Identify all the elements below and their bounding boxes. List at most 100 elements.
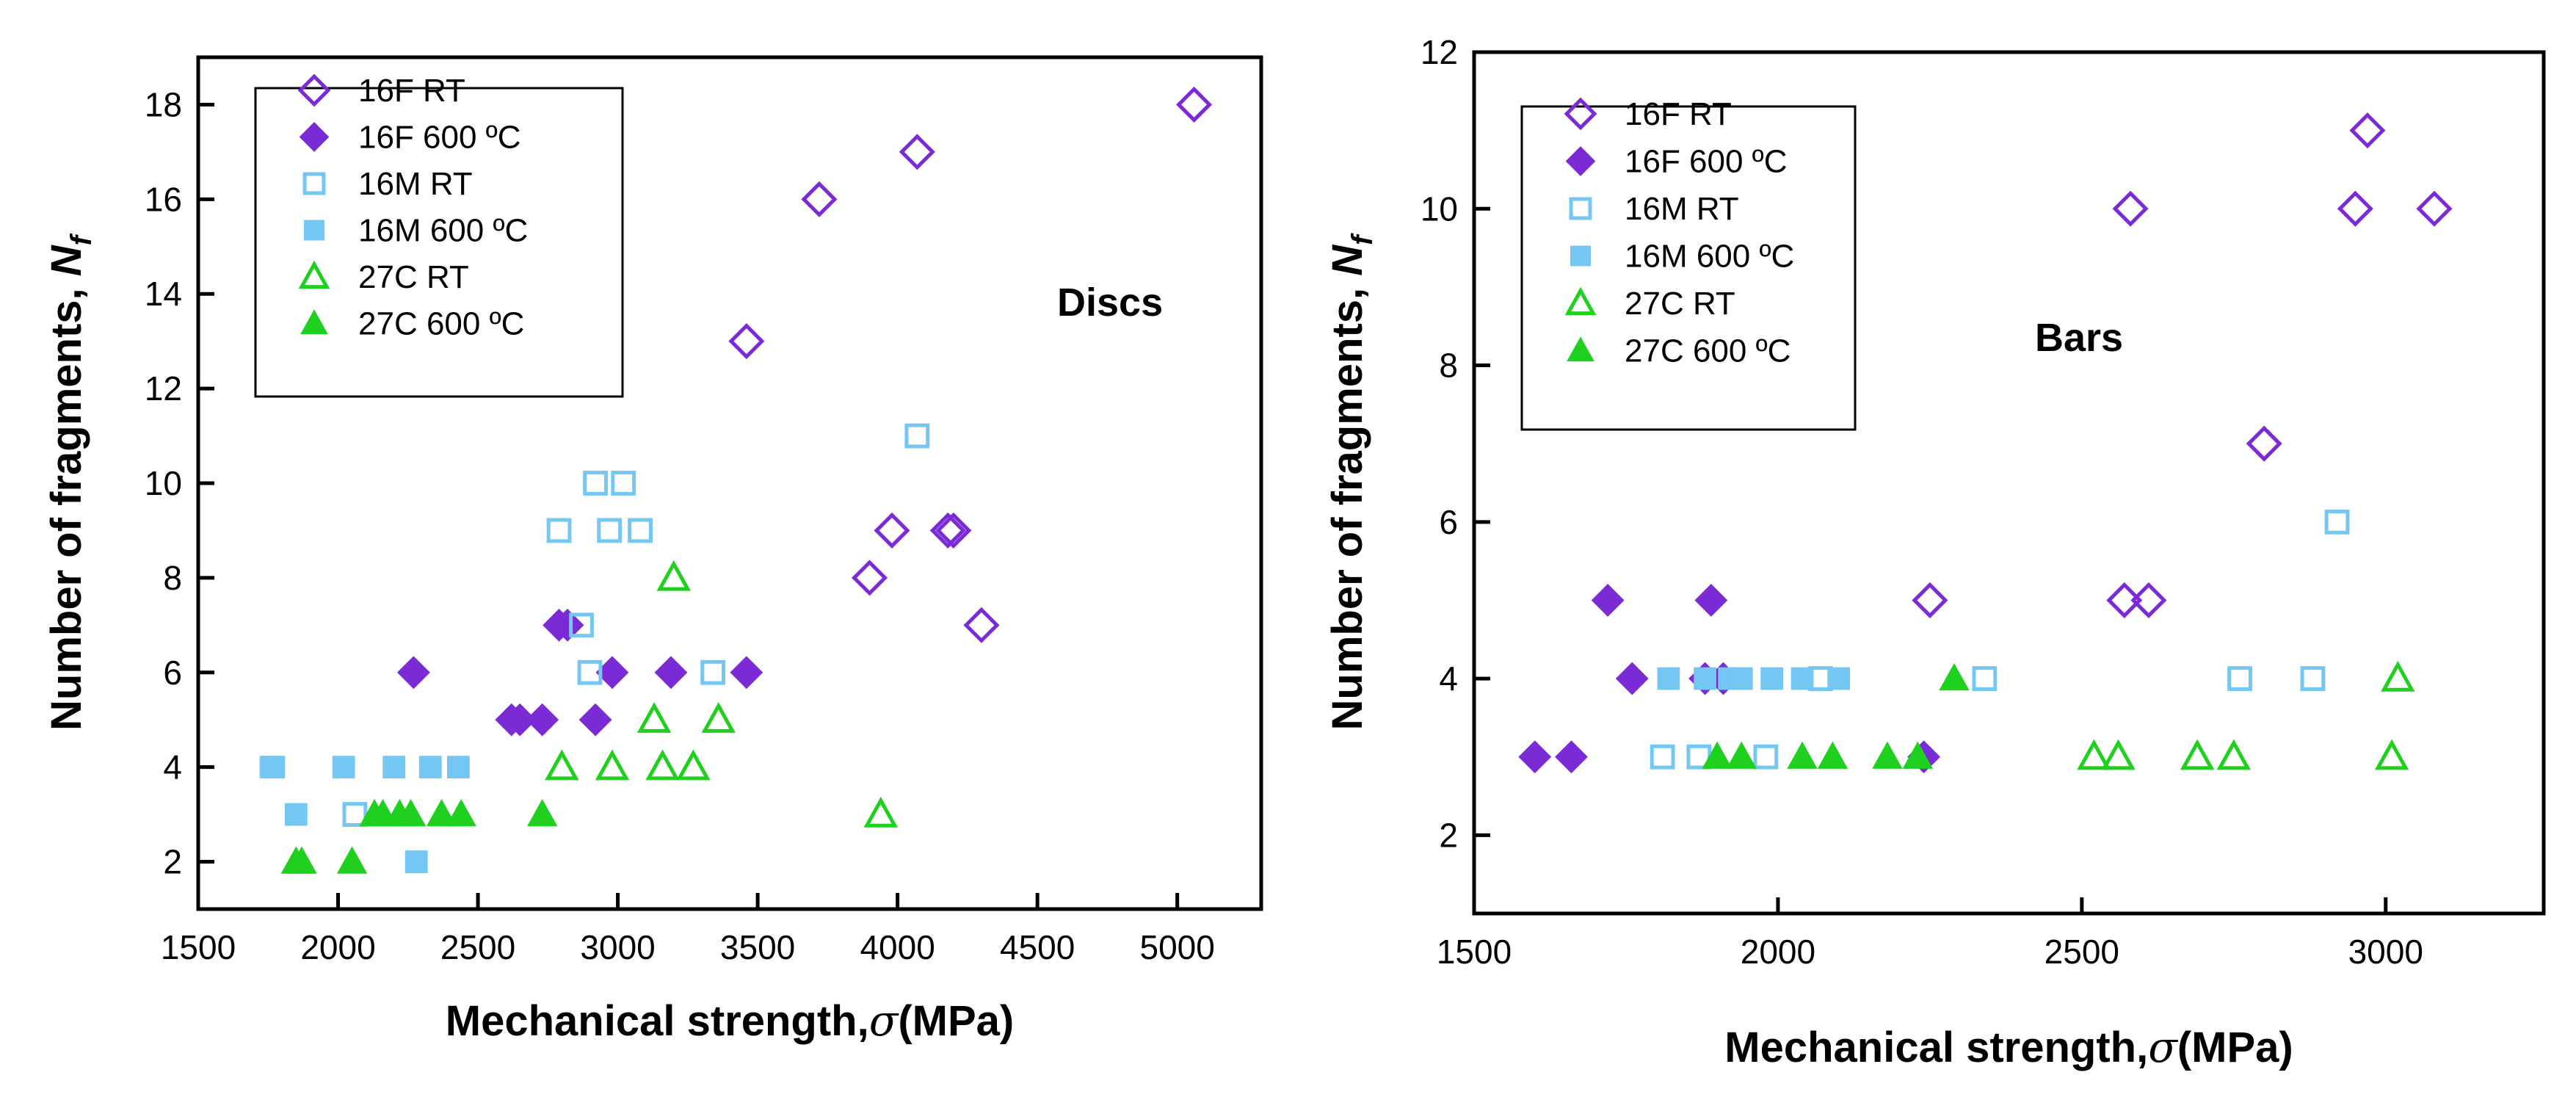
y-tick-label: 14: [145, 275, 182, 313]
x-tick-label: 1500: [1437, 933, 1512, 971]
legend-label: 16F 600 ºC: [358, 120, 521, 156]
legend-label: 16F RT: [1625, 96, 1732, 132]
data-point: [332, 756, 355, 779]
data-point: [418, 756, 442, 779]
y-tick-label: 16: [145, 180, 182, 218]
data-point: [446, 799, 476, 827]
data-point: [929, 512, 966, 549]
x-tick-label: 2000: [1741, 933, 1815, 971]
data-point: [1591, 584, 1625, 617]
series-27c-600-c: [280, 799, 558, 874]
y-axis-title: Number of fragments, Nf: [43, 233, 98, 731]
data-point: [286, 846, 317, 874]
data-point: [1730, 667, 1753, 690]
y-tick-label: 6: [1439, 503, 1458, 541]
data-point: [426, 799, 457, 827]
data-point: [382, 756, 406, 779]
series-27c-rt: [545, 560, 899, 828]
series-16f-rt: [728, 86, 1213, 643]
plot-frame: [1472, 50, 2546, 916]
y-tick-label: 4: [1439, 659, 1458, 698]
data-point: [583, 471, 608, 496]
x-tick-label: 3500: [720, 928, 795, 966]
legend-marker: [299, 122, 330, 152]
series-27c-600-c: [1702, 663, 1970, 769]
data-point: [446, 756, 470, 779]
panel-label: Bars: [2035, 316, 2123, 360]
data-point: [2227, 666, 2252, 691]
data-point: [645, 749, 680, 781]
data-point: [1694, 584, 1728, 617]
data-point: [1787, 741, 1818, 769]
data-point: [404, 850, 428, 873]
chart-bars: 1500 2000 2500 3000 2 4 6 8 10 12 Mechanical stren…: [1324, 33, 2546, 1072]
data-point: [1972, 666, 1998, 691]
data-point: [904, 423, 930, 449]
legend-marker: [1565, 146, 1596, 176]
data-point: [1872, 741, 1903, 769]
data-point: [611, 471, 636, 496]
legend-marker: [1564, 97, 1597, 131]
legend-label: 16F 600 ºC: [1625, 144, 1788, 180]
x-tick-label: 1500: [161, 928, 236, 966]
legend-marker: [300, 309, 328, 335]
data-point: [2416, 190, 2453, 227]
data-point: [1817, 741, 1848, 769]
y-tick-label: 18: [145, 85, 182, 123]
data-point: [336, 846, 368, 874]
x-tick-label: 2000: [300, 928, 375, 966]
legend-label: 27C RT: [1625, 286, 1735, 322]
x-tick-label: 2500: [440, 928, 515, 966]
data-point: [1760, 667, 1784, 690]
y-tick-label: 8: [1439, 347, 1458, 385]
data-point: [2381, 660, 2415, 692]
data-point: [2324, 509, 2350, 535]
x-tick-label: 3000: [2348, 933, 2423, 971]
data-point: [701, 702, 736, 733]
data-point: [396, 656, 430, 690]
y-tick-label: 12: [1421, 33, 1458, 71]
data-point: [395, 799, 427, 827]
data-point: [545, 749, 579, 781]
data-point: [2374, 739, 2409, 770]
data-point: [2246, 425, 2282, 462]
data-point: [597, 518, 623, 543]
x-tick-label: 4000: [860, 928, 935, 966]
legend-marker: [1569, 197, 1592, 220]
data-point: [676, 749, 711, 781]
legend-marker: [1570, 245, 1591, 267]
data-point: [2300, 666, 2326, 691]
series-16f-600-c: [396, 608, 763, 737]
y-tick-label: 12: [145, 369, 182, 408]
x-axis-title: Mechanical strength,σ(MPa): [1724, 1022, 2293, 1072]
legend-marker: [1564, 286, 1597, 316]
y-tick-label: 4: [163, 748, 182, 786]
data-point: [1518, 740, 1552, 774]
data-point: [526, 799, 558, 827]
data-point: [1790, 667, 1814, 690]
data-point: [284, 803, 308, 826]
data-point: [577, 659, 603, 685]
legend-label: 27C 600 ºC: [358, 306, 524, 342]
data-point: [1902, 741, 1934, 769]
y-axis-title: Number of fragments, Nf: [1324, 233, 1379, 731]
legend-label: 16M 600 ºC: [358, 213, 528, 249]
series-16m-600-c: [1657, 667, 1851, 690]
legend-marker: [298, 260, 330, 289]
data-point: [2130, 582, 2167, 618]
data-point: [730, 656, 763, 690]
data-point: [1827, 667, 1851, 690]
x-tick-label: 5000: [1140, 928, 1215, 966]
data-point: [874, 512, 910, 549]
data-point: [546, 518, 572, 543]
legend-marker: [1567, 336, 1594, 362]
y-tick-label: 2: [163, 843, 182, 881]
series-27c-rt: [2077, 660, 2415, 770]
data-point: [1657, 667, 1680, 690]
data-point: [728, 323, 765, 360]
data-point: [636, 702, 672, 733]
data-point: [1176, 86, 1213, 123]
legend: 16F RT 16F 600 ºC 16M RT 16M 600 ºC 27C RT 27…: [254, 73, 624, 398]
data-point: [2180, 739, 2215, 770]
legend-label: 27C 600 ºC: [1625, 333, 1790, 369]
